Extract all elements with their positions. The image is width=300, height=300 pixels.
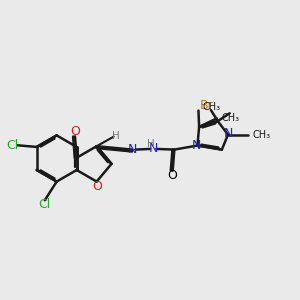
Text: O: O	[168, 169, 178, 182]
Text: O: O	[70, 125, 80, 138]
Text: Br: Br	[200, 99, 214, 112]
Text: CH₃: CH₃	[221, 113, 240, 123]
Text: H: H	[112, 131, 120, 141]
Text: H: H	[147, 139, 155, 149]
Text: N: N	[192, 140, 201, 152]
Text: N: N	[224, 128, 233, 140]
Text: CH₃: CH₃	[202, 102, 220, 112]
Text: N: N	[128, 143, 137, 156]
Text: N: N	[148, 142, 158, 155]
Text: Cl: Cl	[6, 139, 18, 152]
Text: CH₃: CH₃	[252, 130, 271, 140]
Text: Cl: Cl	[38, 199, 50, 212]
Text: O: O	[92, 180, 102, 193]
